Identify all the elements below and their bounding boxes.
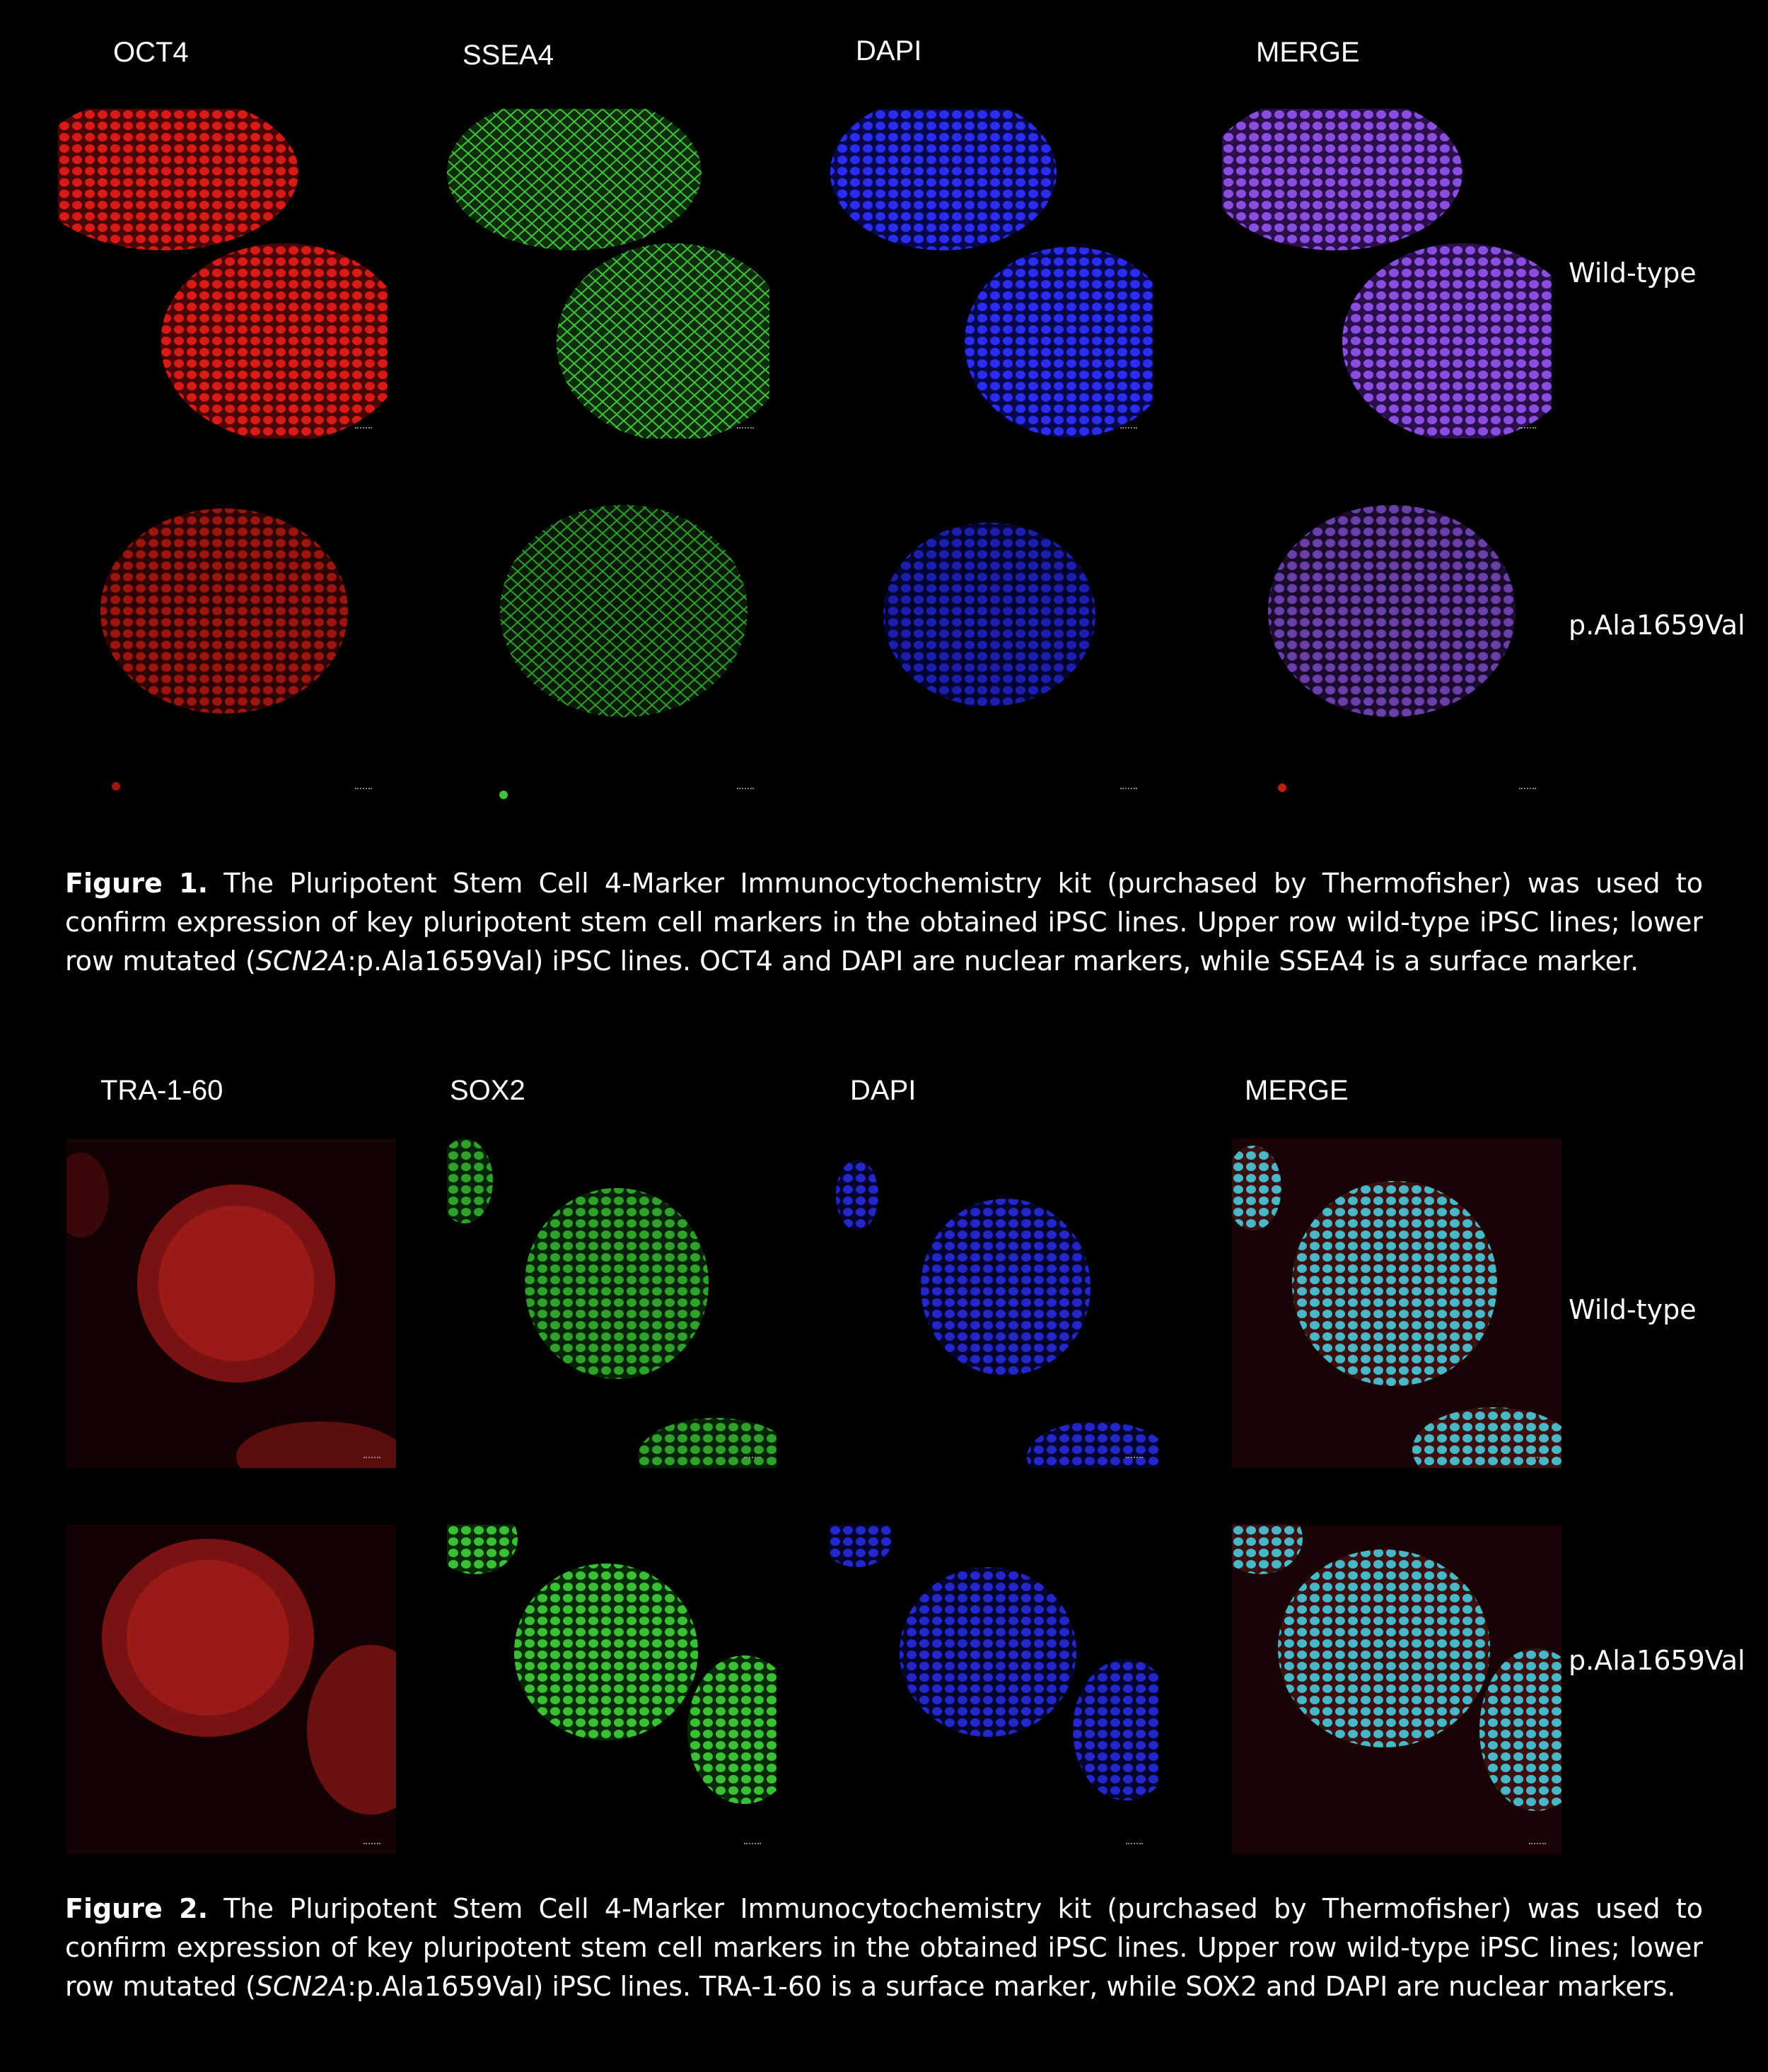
caption-text: :p.Ala1659Val) iPSC lines. OCT4 and DAPI… bbox=[347, 945, 1639, 977]
scale-bar bbox=[1529, 1843, 1546, 1847]
row-label-mutant: p.Ala1659Val bbox=[1569, 610, 1745, 641]
micrograph-oct4-mutant bbox=[58, 470, 388, 799]
column-label-tra-1-60: TRA-1-60 bbox=[100, 1075, 223, 1106]
micrograph-tra-1-60-wild-type bbox=[66, 1139, 396, 1468]
column-label-sox2: SOX2 bbox=[450, 1075, 525, 1106]
scale-bar bbox=[1120, 788, 1137, 792]
scale-bar bbox=[1519, 427, 1536, 431]
micrograph-oct4-wild-type bbox=[58, 109, 388, 438]
row-label-mutant: p.Ala1659Val bbox=[1569, 1645, 1745, 1676]
micrograph-merge-mutant-2 bbox=[1232, 1525, 1561, 1854]
scale-bar bbox=[1120, 427, 1137, 431]
row-label-wild-type: Wild-type bbox=[1569, 1294, 1697, 1325]
column-label-oct4: OCT4 bbox=[113, 37, 189, 68]
scale-bar bbox=[737, 788, 754, 792]
micrograph-dapi-wild-type bbox=[823, 109, 1153, 438]
caption-gene: SCN2A bbox=[255, 1971, 348, 2002]
micrograph-merge-mutant bbox=[1222, 470, 1552, 799]
micrograph-merge-wild-type-2 bbox=[1232, 1139, 1561, 1468]
scale-bar bbox=[355, 427, 372, 431]
micrograph-sox2-mutant bbox=[447, 1525, 777, 1854]
column-label-merge: MERGE bbox=[1245, 1075, 1349, 1106]
micrograph-ssea4-wild-type bbox=[440, 109, 769, 438]
caption-gene: SCN2A bbox=[255, 945, 348, 977]
caption-text: The Pluripotent Stem Cell 4-Marker Immun… bbox=[65, 868, 1703, 977]
figure-1-caption: Figure 1. The Pluripotent Stem Cell 4-Ma… bbox=[65, 864, 1703, 981]
micrograph-dapi-mutant bbox=[823, 470, 1153, 799]
micrograph-dapi-wild-type-2 bbox=[829, 1139, 1158, 1468]
column-label-merge: MERGE bbox=[1256, 37, 1360, 68]
caption-text: :p.Ala1659Val) iPSC lines. TRA-1-60 is a… bbox=[347, 1971, 1676, 2002]
scale-bar bbox=[1519, 788, 1536, 792]
scale-bar bbox=[744, 1457, 761, 1461]
column-label-dapi: DAPI bbox=[850, 1075, 917, 1106]
scale-bar bbox=[737, 427, 754, 431]
scale-bar bbox=[364, 1843, 380, 1847]
micrograph-tra-1-60-mutant bbox=[66, 1525, 396, 1854]
scale-bar bbox=[355, 788, 372, 792]
caption-text: The Pluripotent Stem Cell 4-Marker Immun… bbox=[65, 1893, 1703, 2002]
column-label-dapi: DAPI bbox=[856, 35, 922, 66]
caption-label: Figure 1. bbox=[65, 868, 209, 899]
scale-bar bbox=[744, 1843, 761, 1847]
micrograph-ssea4-mutant bbox=[440, 470, 769, 799]
scale-bar bbox=[1126, 1843, 1143, 1847]
scale-bar bbox=[364, 1457, 380, 1461]
scale-bar bbox=[1529, 1457, 1546, 1461]
scale-bar bbox=[1126, 1457, 1143, 1461]
micrograph-sox2-wild-type bbox=[447, 1139, 777, 1468]
caption-label: Figure 2. bbox=[65, 1893, 209, 1924]
micrograph-dapi-mutant-2 bbox=[829, 1525, 1158, 1854]
micrograph-merge-wild-type bbox=[1222, 109, 1552, 438]
row-label-wild-type: Wild-type bbox=[1569, 257, 1697, 289]
figure-2-caption: Figure 2. The Pluripotent Stem Cell 4-Ma… bbox=[65, 1890, 1703, 2006]
column-label-ssea4: SSEA4 bbox=[463, 40, 554, 71]
